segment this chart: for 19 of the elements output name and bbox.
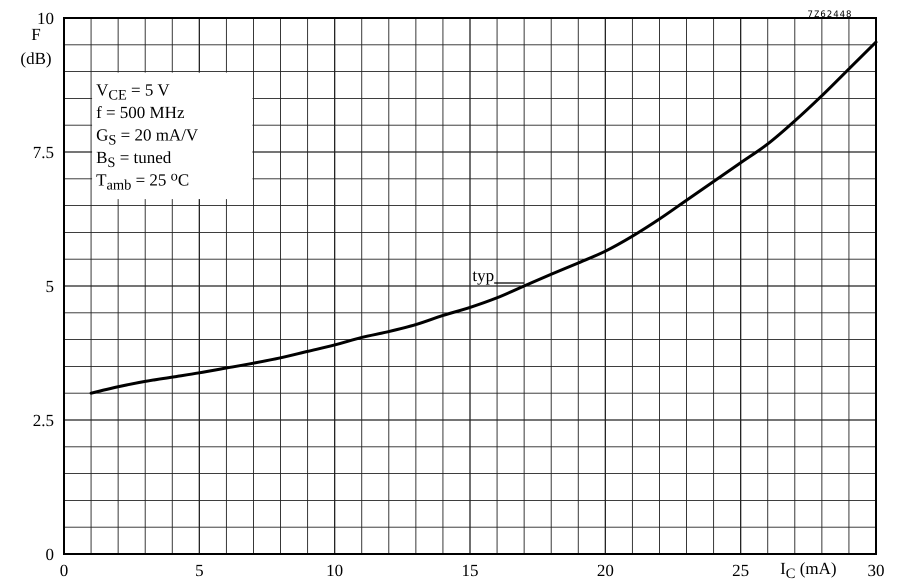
annotation: T$_{amb}$ = 25 $^{o}$C <box>96 168 190 194</box>
x-tick-label: 0 <box>60 561 68 580</box>
annotation: G$_{S}$ = 20 mA/V <box>96 126 199 149</box>
annotation: B$_{S}$ = tuned <box>96 148 172 172</box>
legend-label: typ <box>472 266 494 285</box>
y-tick-label: 5 <box>46 277 54 296</box>
y-tick-label: 2.5 <box>32 411 54 430</box>
x-tick-label: 20 <box>596 561 614 580</box>
y-tick-label: 7.5 <box>32 143 54 162</box>
x-tick-label: 5 <box>195 561 204 580</box>
x-tick-label: 10 <box>326 561 344 580</box>
annotation: f = 500 MHz <box>96 103 185 122</box>
y-tick-label: 0 <box>46 545 54 564</box>
x-tick-label: 25 <box>732 561 750 580</box>
annotation: V$_{CE}$ = 5 V <box>96 80 170 104</box>
x-tick-label: 15 <box>462 561 478 580</box>
x-tick-label: 30 <box>868 561 884 580</box>
x-axis-title: I$_{C}$ (mA) <box>780 559 837 582</box>
annotation: 7Z62448 <box>808 10 852 20</box>
